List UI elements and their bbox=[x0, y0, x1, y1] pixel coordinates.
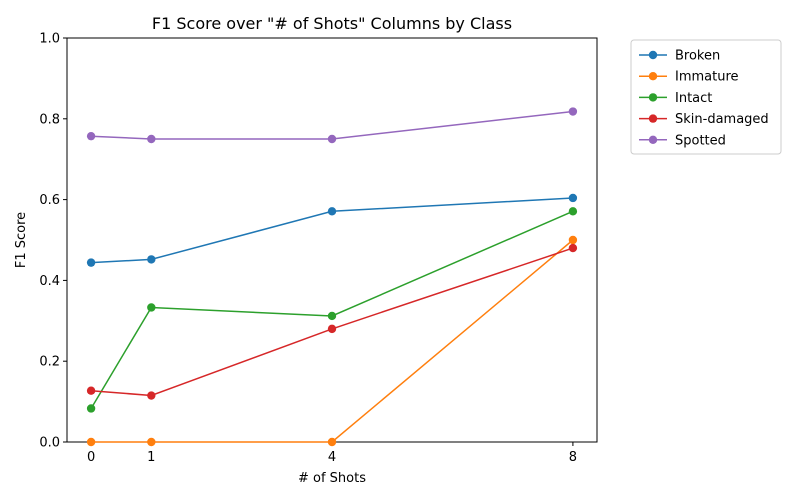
data-point-broken bbox=[147, 255, 156, 264]
data-point-broken bbox=[327, 207, 337, 216]
x-axis-label: # of Shots bbox=[298, 471, 366, 486]
legend-marker-intact bbox=[648, 93, 658, 102]
data-point-immature bbox=[86, 437, 96, 447]
series-line-intact bbox=[90, 210, 574, 409]
legend-marker-immature bbox=[648, 72, 658, 81]
series-line-broken bbox=[91, 197, 573, 264]
data-point-skin-damaged bbox=[86, 386, 96, 395]
series-line-immature bbox=[91, 239, 574, 443]
data-point-skin-damaged bbox=[327, 324, 337, 334]
data-point-intact bbox=[86, 404, 96, 413]
y-tick-label: 0.8 bbox=[39, 112, 60, 127]
data-point-immature bbox=[568, 235, 578, 245]
y-tick-label: 1.0 bbox=[39, 32, 60, 47]
data-point-skin-damaged bbox=[147, 391, 156, 400]
data-point-broken bbox=[568, 193, 578, 203]
legend-marker-spotted bbox=[648, 135, 658, 144]
data-point-skin-damaged bbox=[568, 243, 578, 253]
data-point-spotted bbox=[568, 107, 578, 116]
legend-marker-skin-damaged bbox=[648, 114, 658, 123]
y-tick-label: 0.0 bbox=[39, 436, 60, 451]
legend-frame bbox=[630, 39, 782, 155]
data-point-broken bbox=[86, 258, 96, 267]
plot-area: 0.0 0.2 0.4 0.6 0.8 1.0 0 1 4 8 bbox=[39, 32, 598, 465]
y-tick-label: 0.6 bbox=[39, 193, 60, 208]
data-point-intact bbox=[327, 311, 337, 321]
data-point-immature bbox=[147, 437, 156, 447]
legend-label-immature: Immature bbox=[675, 70, 739, 85]
plot-frame bbox=[66, 37, 598, 443]
data-point-immature bbox=[327, 437, 337, 447]
series-line-spotted bbox=[91, 110, 573, 140]
data-point-intact bbox=[147, 303, 156, 312]
series-line-skin-damaged bbox=[91, 247, 574, 397]
data-point-spotted bbox=[327, 134, 337, 144]
data-point-intact bbox=[568, 207, 578, 216]
x-tick-label: 4 bbox=[328, 450, 336, 465]
y-axis-label: F1 Score bbox=[14, 212, 29, 268]
x-tick-label: 0 bbox=[87, 450, 95, 465]
chart-title: F1 Score over "# of Shots" Columns by Cl… bbox=[152, 14, 512, 33]
legend-label-broken: Broken bbox=[675, 49, 720, 64]
data-point-spotted bbox=[147, 134, 156, 144]
legend-marker-broken bbox=[648, 50, 658, 60]
legend: Broken Immature Intact Skin-damaged Spotted bbox=[630, 39, 782, 155]
legend-label-skin-damaged: Skin-damaged bbox=[675, 112, 769, 127]
data-point-spotted bbox=[86, 131, 96, 141]
x-tick-label: 1 bbox=[147, 450, 155, 465]
legend-label-spotted: Spotted bbox=[675, 133, 726, 148]
y-tick-label: 0.4 bbox=[39, 274, 60, 289]
x-tick-label: 8 bbox=[569, 450, 577, 465]
legend-label-intact: Intact bbox=[675, 91, 712, 106]
y-tick-label: 0.2 bbox=[39, 355, 60, 370]
